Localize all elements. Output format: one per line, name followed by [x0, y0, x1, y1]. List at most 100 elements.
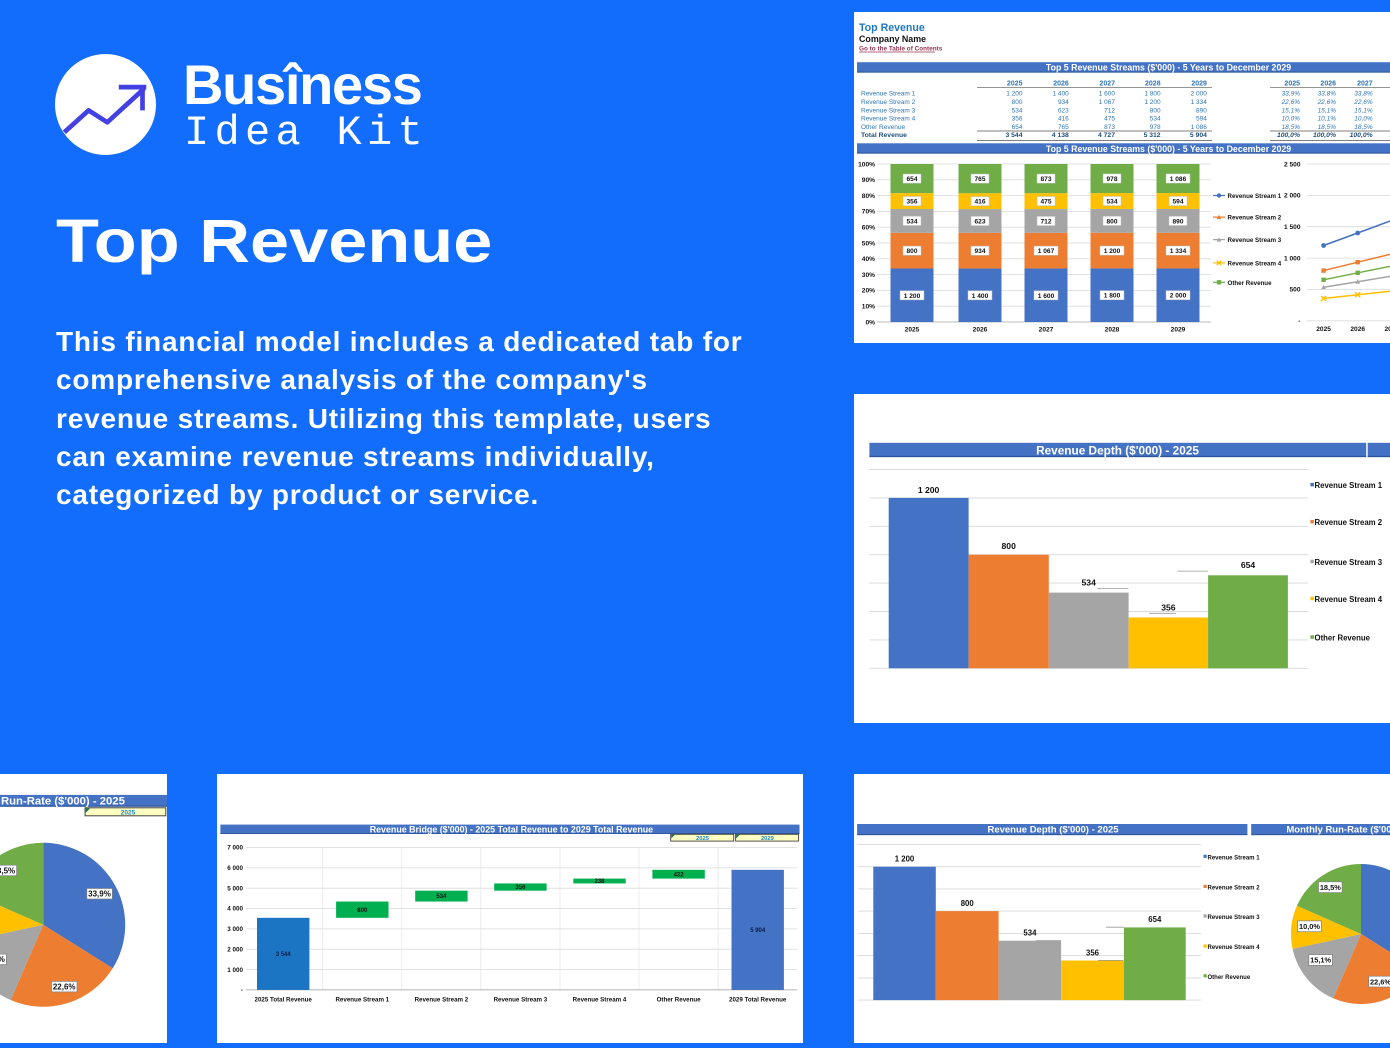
- svg-text:22,6%: 22,6%: [1353, 99, 1373, 106]
- svg-text:2029: 2029: [1191, 80, 1207, 87]
- svg-text:800: 800: [1002, 541, 1017, 551]
- svg-text:1 000: 1 000: [1284, 255, 1301, 262]
- svg-text:33,8%: 33,8%: [1354, 91, 1373, 98]
- svg-text:Monthly Run-Rate ($'000) - 202: Monthly Run-Rate ($'000) - 2025: [1286, 825, 1390, 836]
- svg-text:800: 800: [357, 908, 368, 914]
- svg-text:Revenue Stream 3: Revenue Stream 3: [861, 107, 916, 114]
- svg-text:712: 712: [1040, 219, 1051, 226]
- svg-text:2025: 2025: [1284, 80, 1300, 87]
- svg-text:623: 623: [1058, 107, 1069, 114]
- svg-text:15,1%: 15,1%: [1318, 107, 1337, 114]
- svg-text:Revenue Stream 1: Revenue Stream 1: [861, 91, 916, 98]
- svg-text:654: 654: [1241, 560, 1256, 570]
- svg-text:Other Revenue: Other Revenue: [1315, 633, 1371, 642]
- svg-text:1 000: 1 000: [227, 967, 243, 974]
- svg-text:Revenue Stream 2: Revenue Stream 2: [1228, 215, 1282, 222]
- svg-text:Revenue Stream 4: Revenue Stream 4: [861, 116, 916, 123]
- svg-text:2027: 2027: [1039, 327, 1054, 334]
- svg-text:1 500: 1 500: [1284, 224, 1301, 231]
- svg-text:15,1%: 15,1%: [1354, 107, 1373, 114]
- svg-text:22,6%: 22,6%: [53, 983, 76, 992]
- svg-text:0%: 0%: [865, 319, 875, 326]
- svg-text:1 600: 1 600: [1038, 293, 1055, 300]
- svg-text:2025: 2025: [696, 836, 710, 842]
- svg-text:2029: 2029: [761, 836, 775, 842]
- svg-text:18,5%: 18,5%: [1320, 883, 1341, 892]
- svg-text:712: 712: [1104, 107, 1115, 114]
- svg-text:Revenue Stream 3: Revenue Stream 3: [494, 997, 548, 1004]
- svg-text:40%: 40%: [862, 256, 875, 263]
- svg-text:Revenue Stream 3: Revenue Stream 3: [1228, 237, 1282, 244]
- svg-text:10,0%: 10,0%: [1354, 116, 1373, 123]
- svg-text:Revenue Stream 4: Revenue Stream 4: [573, 997, 627, 1004]
- svg-text:Run-Rate ($'000) - 2025: Run-Rate ($'000) - 2025: [1, 795, 125, 807]
- svg-text:2 000: 2 000: [1191, 91, 1208, 98]
- svg-text:890: 890: [1196, 107, 1207, 114]
- svg-text:1 600: 1 600: [1099, 91, 1116, 98]
- svg-text:2026: 2026: [973, 327, 988, 334]
- svg-text:356: 356: [906, 199, 917, 206]
- svg-text:765: 765: [974, 176, 985, 183]
- svg-text:2026: 2026: [1053, 80, 1069, 87]
- svg-text:1 200: 1 200: [895, 855, 915, 864]
- svg-text:Revenue Bridge ($'000) - 2025: Revenue Bridge ($'000) - 2025 Total Reve…: [370, 824, 653, 834]
- svg-text:3 544: 3 544: [276, 952, 292, 958]
- svg-text:20%: 20%: [862, 288, 875, 295]
- svg-text:2025: 2025: [1007, 80, 1023, 87]
- svg-text:416: 416: [1058, 116, 1069, 123]
- svg-text:800: 800: [1106, 218, 1117, 225]
- svg-text:5 000: 5 000: [227, 885, 243, 892]
- svg-text:30%: 30%: [862, 272, 875, 279]
- svg-text:15,1%: 15,1%: [1282, 107, 1301, 114]
- svg-text:Revenue Stream 4: Revenue Stream 4: [1208, 945, 1261, 951]
- svg-text:800: 800: [906, 248, 917, 255]
- svg-text:Revenue Stream 2: Revenue Stream 2: [861, 99, 916, 106]
- svg-text:594: 594: [1196, 116, 1207, 123]
- svg-text:-: -: [241, 987, 243, 994]
- svg-text:Total Revenue: Total Revenue: [861, 132, 907, 139]
- svg-text:Top Revenue: Top Revenue: [859, 22, 925, 34]
- svg-text:2027: 2027: [1384, 326, 1390, 333]
- svg-text:15,1%: 15,1%: [1310, 956, 1331, 965]
- svg-text:475: 475: [1040, 199, 1051, 206]
- svg-text:4 138: 4 138: [1052, 132, 1069, 139]
- svg-text:890: 890: [1172, 218, 1183, 225]
- svg-text:70%: 70%: [862, 209, 875, 216]
- svg-text:1 800: 1 800: [1144, 91, 1161, 98]
- svg-text:33,9%: 33,9%: [1282, 91, 1301, 98]
- svg-text:Revenue Stream 1: Revenue Stream 1: [1315, 481, 1383, 490]
- svg-text:80%: 80%: [862, 193, 875, 200]
- svg-text:356: 356: [1161, 602, 1176, 612]
- svg-text:Revenue Stream 2: Revenue Stream 2: [1315, 518, 1383, 527]
- svg-text:1 334: 1 334: [1170, 248, 1187, 255]
- svg-text:Revenue Stream 4: Revenue Stream 4: [1315, 595, 1383, 604]
- svg-text:6 000: 6 000: [227, 865, 243, 872]
- svg-text:873: 873: [1104, 124, 1115, 131]
- svg-text:22,6%: 22,6%: [1317, 99, 1337, 106]
- svg-text:Revenue Depth ($'000) - 2025: Revenue Depth ($'000) - 2025: [1036, 443, 1199, 457]
- svg-text:Other Revenue: Other Revenue: [657, 997, 702, 1004]
- svg-text:534: 534: [906, 218, 917, 225]
- svg-text:500: 500: [1289, 287, 1300, 294]
- svg-text:1 200: 1 200: [918, 485, 940, 495]
- svg-text:10,0%: 10,0%: [1282, 116, 1301, 123]
- svg-text:Top 5 Revenue Streams ($'000): Top 5 Revenue Streams ($'000) - 5 Years …: [1046, 144, 1291, 154]
- svg-text:33,9%: 33,9%: [88, 890, 111, 899]
- svg-text:534: 534: [436, 894, 447, 900]
- svg-text:2025: 2025: [121, 809, 136, 816]
- svg-text:15,1%: 15,1%: [0, 955, 5, 964]
- svg-text:1 400: 1 400: [1053, 91, 1070, 98]
- svg-text:2029 Total Revenue: 2029 Total Revenue: [729, 997, 787, 1004]
- svg-text:1 067: 1 067: [1099, 99, 1116, 106]
- svg-text:934: 934: [974, 248, 985, 255]
- svg-text:90%: 90%: [862, 177, 875, 184]
- svg-text:1 200: 1 200: [1104, 248, 1121, 255]
- svg-text:22,6%: 22,6%: [1370, 977, 1390, 986]
- svg-text:2028: 2028: [1145, 80, 1161, 87]
- svg-text:33,8%: 33,8%: [1318, 91, 1337, 98]
- svg-text:3 000: 3 000: [227, 926, 243, 933]
- svg-text:7 000: 7 000: [227, 845, 243, 852]
- svg-text:Other Revenue: Other Revenue: [1208, 975, 1251, 981]
- svg-text:1 086: 1 086: [1170, 176, 1187, 183]
- svg-text:Revenue Stream 2: Revenue Stream 2: [415, 997, 469, 1004]
